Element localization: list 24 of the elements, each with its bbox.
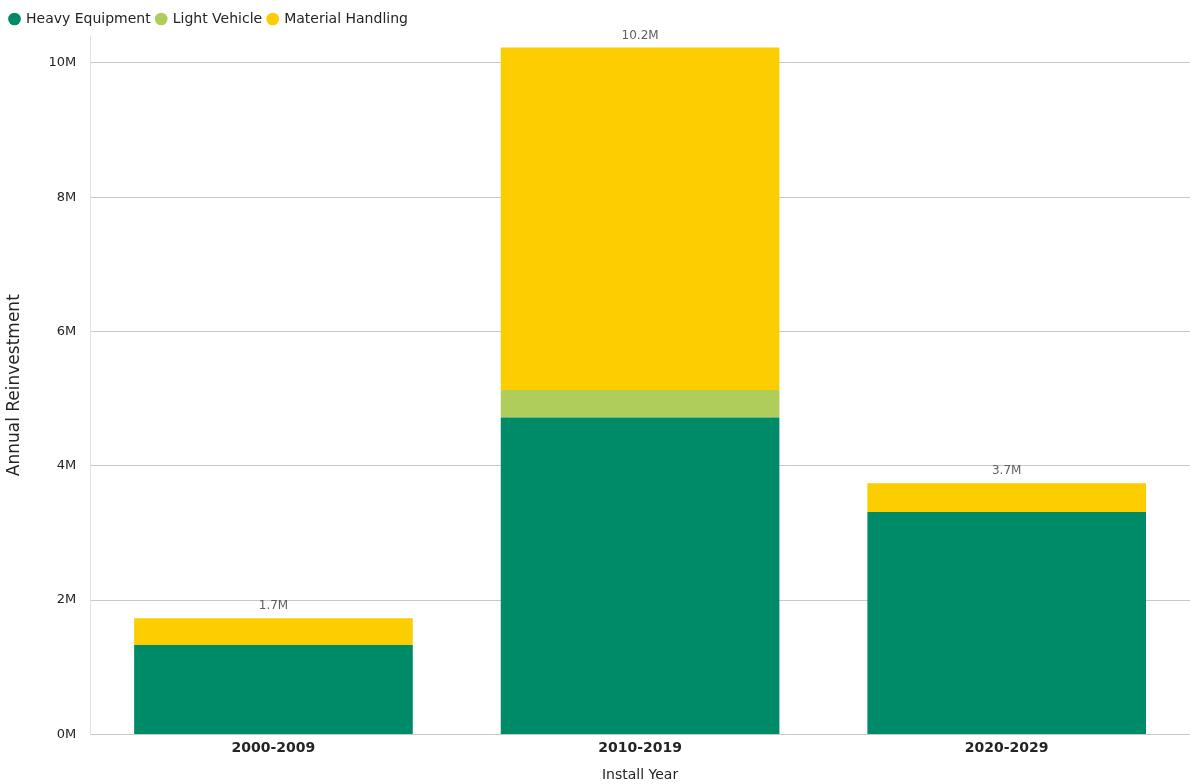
bar <box>867 483 1147 513</box>
y-axis-title: Annual Reinvestment <box>2 293 23 477</box>
total-label: 10.2M <box>621 27 659 42</box>
bar <box>500 47 780 390</box>
y-tick-label: 4M <box>56 457 77 473</box>
y-tick-label: 6M <box>56 322 77 338</box>
x-tick-label: 2010-2019 <box>598 739 682 756</box>
x-axis-title: Install Year <box>601 766 679 783</box>
y-tick-label: 0M <box>56 725 77 741</box>
y-tick-label: 10M <box>48 54 77 70</box>
bar <box>500 417 780 734</box>
x-tick-label: 2000-2009 <box>231 739 316 756</box>
total-label: 3.7M <box>991 463 1022 478</box>
legend-label: Material Handling <box>284 9 408 26</box>
legend-label: Light Vehicle <box>172 9 263 26</box>
bar <box>134 618 413 646</box>
bar <box>867 512 1147 734</box>
y-tick-label: 8M <box>56 188 77 204</box>
legend-label: Heavy Equipment <box>26 9 152 26</box>
y-tick-label: 2M <box>56 591 77 607</box>
x-tick-label: 2020-2029 <box>964 739 1049 756</box>
total-label: 1.7M <box>258 598 289 613</box>
bar <box>500 389 780 418</box>
bar <box>134 645 413 734</box>
